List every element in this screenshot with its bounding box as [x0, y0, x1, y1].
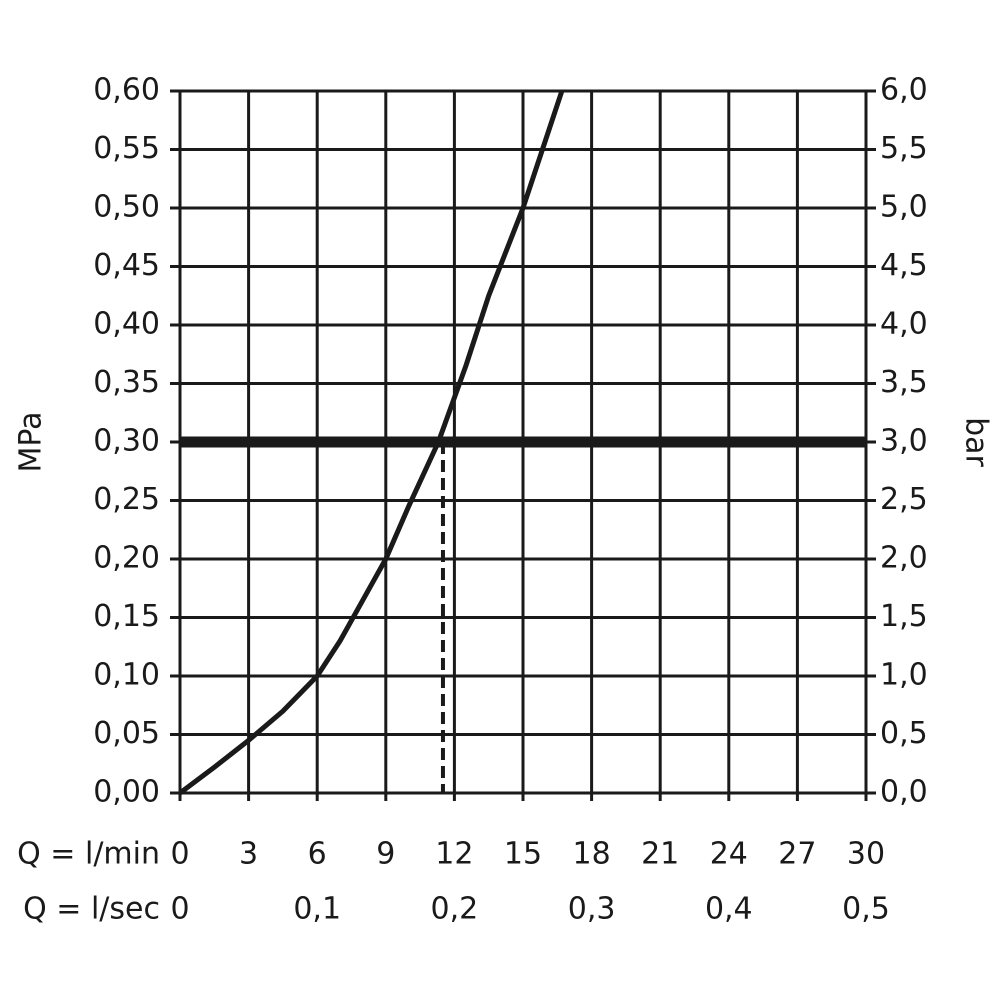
x2-tick-label: 0,3: [568, 892, 616, 927]
y-tick-label: 0,20: [93, 541, 160, 576]
x-tick-label: 24: [710, 837, 748, 872]
y2-tick-label: 0,0: [880, 775, 928, 810]
x-tick-label: 15: [504, 837, 542, 872]
y2-tick-label: 4,5: [880, 248, 928, 283]
x-tick-label: 9: [376, 837, 395, 872]
x2-axis-label: Q = l/sec: [23, 892, 160, 927]
x2-tick-label: 0,4: [705, 892, 753, 927]
y-tick-label: 0,45: [93, 248, 160, 283]
y-tick-label: 0,60: [93, 73, 160, 108]
y-tick-label: 0,25: [93, 482, 160, 517]
x-tick-label: 18: [573, 837, 611, 872]
y2-axis-label: bar: [959, 417, 994, 467]
x2-tick-label: 0,2: [431, 892, 479, 927]
curve: [178, 90, 565, 795]
x-axis-label: Q = l/min: [17, 837, 160, 872]
x2-tick-label: 0,5: [842, 892, 890, 927]
x2-tick-label: 0,1: [293, 892, 341, 927]
x2-tick-label: 0: [170, 892, 189, 927]
x-tick-label: 6: [308, 837, 327, 872]
y-tick-label: 0,50: [93, 190, 160, 225]
y-tick-label: 0,30: [93, 424, 160, 459]
y2-tick-label: 0,5: [880, 716, 928, 751]
x-tick-label: 30: [847, 837, 885, 872]
y2-tick-label: 1,0: [880, 658, 928, 693]
y2-tick-label: 3,0: [880, 424, 928, 459]
y2-tick-label: 2,0: [880, 541, 928, 576]
y-tick-label: 0,10: [93, 658, 160, 693]
y2-tick-label: 6,0: [880, 73, 928, 108]
x-tick-label: 21: [641, 837, 679, 872]
x-tick-label: 27: [778, 837, 816, 872]
y2-tick-label: 4,0: [880, 307, 928, 342]
x-tick-label: 3: [239, 837, 258, 872]
y-tick-label: 0,35: [93, 365, 160, 400]
y2-tick-label: 3,5: [880, 365, 928, 400]
y-tick-label: 0,40: [93, 307, 160, 342]
y-tick-label: 0,15: [93, 599, 160, 634]
x-tick-label: 0: [170, 837, 189, 872]
y2-tick-label: 1,5: [880, 599, 928, 634]
y-axis-label: MPa: [14, 411, 49, 472]
y2-tick-label: 5,0: [880, 190, 928, 225]
y-tick-label: 0,05: [93, 716, 160, 751]
y2-tick-label: 5,5: [880, 131, 928, 166]
y-tick-label: 0,55: [93, 131, 160, 166]
y-tick-label: 0,00: [93, 775, 160, 810]
x-tick-label: 12: [435, 837, 473, 872]
y2-tick-label: 2,5: [880, 482, 928, 517]
